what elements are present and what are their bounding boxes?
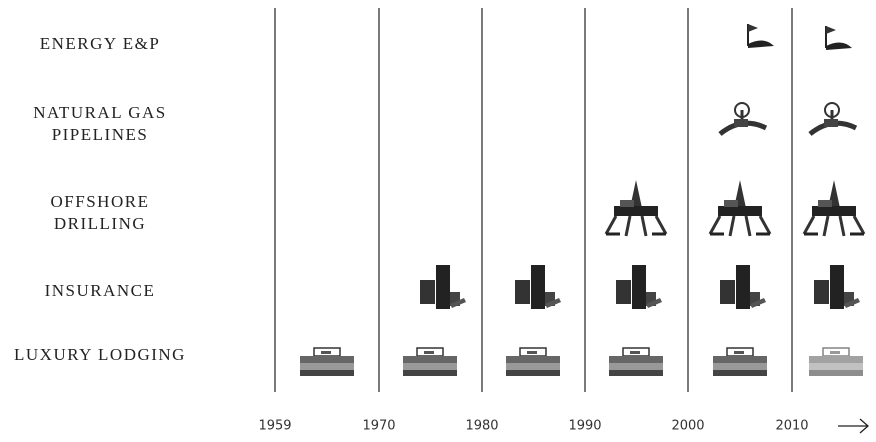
year-label: 1990	[568, 419, 601, 434]
year-label: 1959	[258, 419, 291, 434]
row-label: PIPELINES	[52, 125, 149, 144]
row-label: DRILLING	[54, 214, 146, 233]
year-label: 2010	[775, 419, 808, 434]
year-label: 1980	[465, 419, 498, 434]
insurance-icon	[616, 265, 662, 309]
pipeline-icon	[810, 103, 856, 134]
year-label: 2000	[671, 419, 704, 434]
row-label: INSURANCE	[45, 281, 156, 300]
years: 1959 1970 1980 1990 2000 2010	[258, 418, 869, 434]
insurance-icon	[720, 265, 766, 309]
lodging-icon	[712, 347, 768, 377]
lodging-icon	[505, 347, 561, 377]
labels: ENERGY E&P NATURAL GAS PIPELINES OFFSHOR…	[14, 34, 186, 364]
energy-icon	[825, 25, 853, 51]
pipeline-icon	[720, 103, 766, 134]
dividers	[274, 8, 793, 392]
lodging-icon	[808, 347, 864, 377]
insurance-icon	[814, 265, 860, 309]
arrow	[838, 418, 869, 434]
lodging-icon	[402, 347, 458, 377]
rig-icon	[708, 178, 772, 238]
icons	[299, 23, 866, 377]
row-label: NATURAL GAS	[33, 103, 166, 122]
rig-icon	[604, 178, 668, 238]
energy-icon	[747, 23, 775, 49]
lodging-icon	[299, 347, 355, 377]
year-label: 1970	[362, 419, 395, 434]
insurance-icon	[420, 265, 466, 309]
row-label: ENERGY E&P	[40, 34, 161, 53]
lodging-icon	[608, 347, 664, 377]
row-label: OFFSHORE	[51, 192, 150, 211]
insurance-icon	[515, 265, 561, 309]
row-label: LUXURY LODGING	[14, 345, 186, 364]
rig-icon	[802, 178, 866, 238]
